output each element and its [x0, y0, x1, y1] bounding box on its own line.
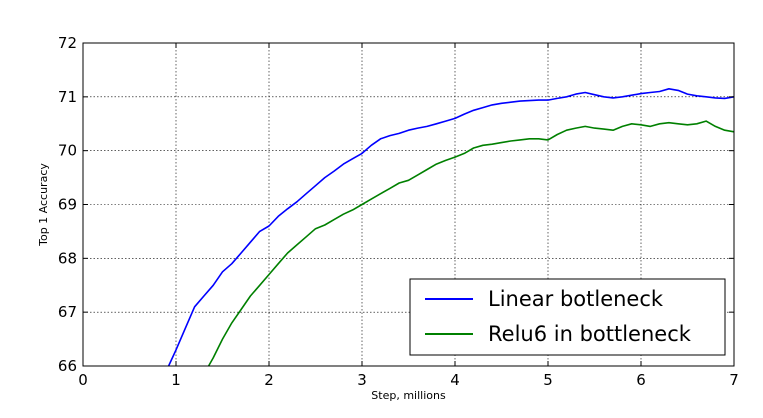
- x-tick-label: 1: [171, 371, 181, 389]
- y-tick-label: 69: [58, 196, 77, 214]
- series-layer: [167, 88, 735, 367]
- y-tick-label: 67: [58, 303, 77, 321]
- x-tick-label: 7: [729, 371, 739, 389]
- x-tick-label: 4: [450, 371, 460, 389]
- x-tick-label: 6: [636, 371, 646, 389]
- x-tick-label: 0: [78, 371, 88, 389]
- x-tick-label: 3: [357, 371, 367, 389]
- y-tick-label: 70: [58, 142, 77, 160]
- legend-box: [409, 278, 726, 356]
- x-tick-label: 5: [543, 371, 553, 389]
- y-tick-label: 72: [58, 34, 77, 52]
- y-tick-label: 68: [58, 249, 77, 267]
- legend: Linear botleneck Relu6 in bottleneck: [409, 278, 726, 356]
- legend-label-relu6: Relu6 in bottleneck: [488, 322, 692, 346]
- x-tick-label: 2: [264, 371, 274, 389]
- y-tick-label: 71: [58, 88, 77, 106]
- y-tick-label: 66: [58, 357, 77, 375]
- series-line-relu6-in-bottleneck: [207, 120, 735, 367]
- legend-label-linear: Linear botleneck: [488, 287, 664, 311]
- series-line-linear-botleneck: [167, 88, 735, 367]
- y-axis-label: Top 1 Accuracy: [37, 163, 50, 247]
- x-axis-label: Step, millions: [371, 389, 446, 402]
